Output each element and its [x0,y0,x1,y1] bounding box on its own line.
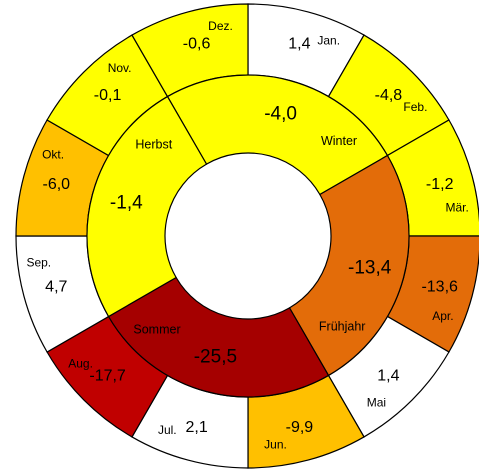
season-segment [107,276,330,398]
season-ring [86,74,410,398]
season-value-label: -13,4 [348,258,392,279]
month-name-label: Dez. [208,19,233,33]
month-name-label: Jan. [317,33,340,47]
month-value-label: -0,1 [94,87,122,104]
month-value-label: -17,7 [89,368,126,385]
month-value-label: -0,6 [183,36,211,53]
month-name-label: Nov. [108,61,132,75]
season-segment [288,154,410,377]
month-name-label: Aug. [68,357,93,371]
month-value-label: -6,0 [43,176,71,193]
season-segment [166,74,389,196]
month-name-label: Jul. [158,423,177,437]
month-name-label: Okt. [42,147,64,161]
month-value-label: -4,8 [375,87,403,104]
season-value-label: -25,5 [194,347,237,368]
month-name-label: Feb. [403,100,427,114]
month-name-label: Sep. [26,256,51,270]
month-value-label: -13,6 [421,279,458,296]
month-value-label: -9,9 [286,419,314,436]
month-value-label: 1,4 [377,368,399,385]
season-segment [86,95,208,318]
season-name-label: Frühjahr [319,319,366,333]
season-name-label: Winter [321,134,357,148]
month-value-label: -1,2 [426,176,454,193]
month-value-label: 1,4 [288,36,310,53]
season-value-label: -4,0 [264,103,297,124]
month-value-label: 2,1 [185,419,207,436]
month-name-label: Mai [367,396,386,410]
season-name-label: Sommer [133,322,180,336]
season-name-label: Herbst [135,137,172,151]
month-name-label: Jun. [264,437,287,451]
season-value-label: -1,4 [110,192,143,213]
month-name-label: Apr. [432,309,453,323]
month-value-label: 4,7 [45,279,67,296]
month-name-label: Mär. [446,201,469,215]
month-ring [15,3,479,469]
